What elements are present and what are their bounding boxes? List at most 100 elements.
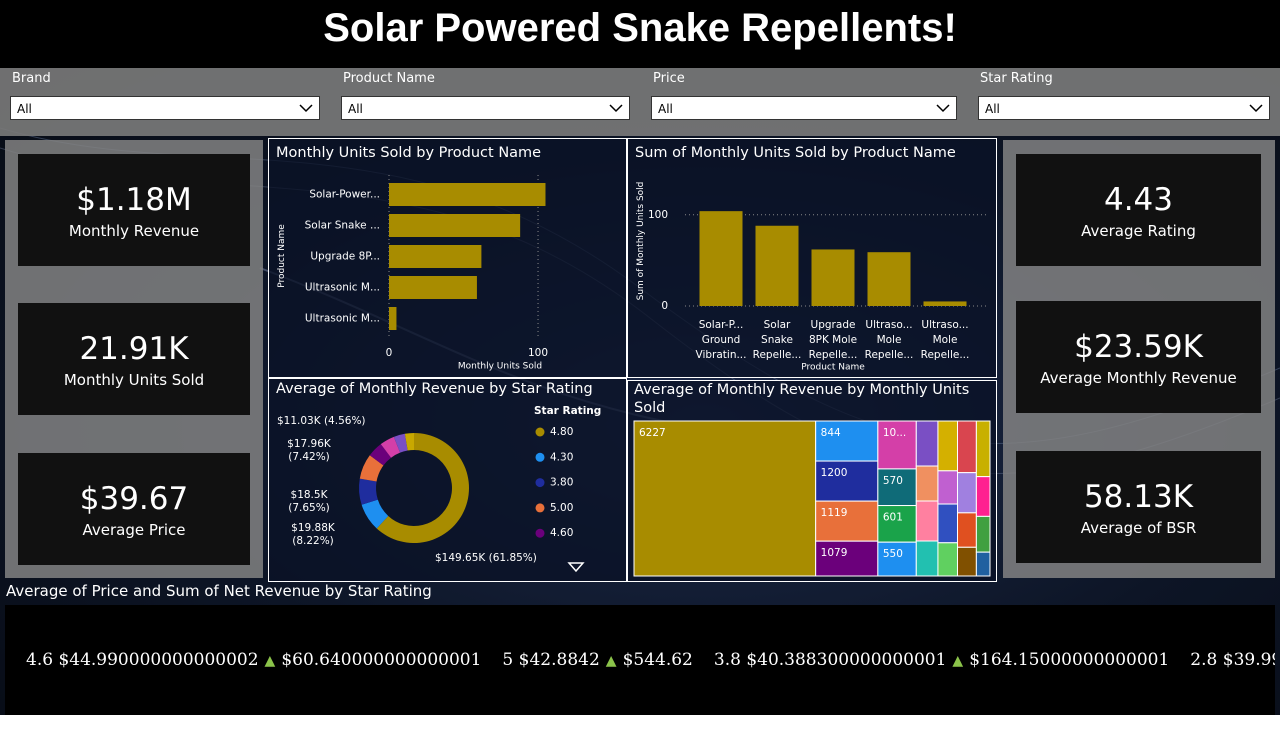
ticker-revenue: $60.640000000000001 <box>281 650 482 670</box>
legend-title: Star Rating <box>534 405 601 417</box>
y-axis-label: Sum of Monthly Units Sold <box>636 182 646 301</box>
kpi-value: 4.43 <box>1103 182 1174 218</box>
kpi-label: Average Rating <box>1081 222 1196 240</box>
treemap-tile <box>915 500 939 542</box>
kpi-value: $1.18M <box>76 182 192 218</box>
kpi-value: $39.67 <box>79 481 189 517</box>
filter-label: Star Rating <box>980 71 1053 86</box>
x-tick-label: Solar <box>764 319 791 331</box>
kpi-card: 21.91K Monthly Units Sold <box>18 303 250 415</box>
filter-value: All <box>985 102 1000 116</box>
x-tick-label: Snake <box>761 334 793 346</box>
y-tick-label: Solar Snake ... <box>305 220 380 232</box>
treemap-tile <box>975 476 991 517</box>
bar <box>389 214 521 237</box>
chevron-icon <box>609 104 623 113</box>
data-label: $17.96K (7.42%) <box>287 438 331 463</box>
treemap: 6227 844 1200 1119 1079 10... 570 601 550 <box>633 420 991 577</box>
kpi-card: $23.59K Average Monthly Revenue <box>1016 301 1261 413</box>
donut-chart: Average of Monthly Revenue by Star Ratin… <box>276 381 601 573</box>
kpi-label: Monthly Units Sold <box>63 371 205 389</box>
ticker-revenue: $164.15000000000001 <box>969 650 1170 670</box>
ticker-title: Average of Price and Sum of Net Revenue … <box>6 582 432 600</box>
kpi-value: 58.13K <box>1083 479 1194 515</box>
data-label: $18.5K (7.65%) <box>288 489 330 514</box>
treemap-tile <box>877 505 917 543</box>
bar <box>923 301 967 306</box>
treemap-tile <box>937 420 959 472</box>
x-tick-label: Vibratin... <box>696 349 747 361</box>
y-tick-label: 0 <box>661 300 668 312</box>
treemap-tile <box>975 551 991 577</box>
ticker-price: $42.8842 <box>518 650 600 670</box>
kpi-value: $23.59K <box>1074 329 1203 365</box>
donut-slice <box>359 455 384 482</box>
chart-title: Sum of Monthly Units Sold by Product Nam… <box>635 145 956 161</box>
legend-label: 4.60 <box>550 527 573 539</box>
x-tick-label: 0 <box>386 347 393 359</box>
data-label: $149.65K (61.85%) <box>435 552 537 564</box>
tile-label: 1119 <box>821 507 848 519</box>
filter-dropdown[interactable]: All <box>341 96 630 120</box>
y-tick-label: Solar-Power... <box>309 189 380 201</box>
up-arrow-icon: ▲ <box>264 653 276 669</box>
donut-slice <box>393 433 408 453</box>
legend-label: 4.30 <box>550 451 573 463</box>
filter-value: All <box>17 102 32 116</box>
bar <box>867 252 911 306</box>
filter-dropdown[interactable]: All <box>10 96 320 120</box>
chevron <box>299 104 313 113</box>
donut-slice <box>376 433 469 543</box>
ticker-rating: 3.8 <box>713 650 741 670</box>
kpi-card: 4.43 Average Rating <box>1016 154 1261 266</box>
filter-dropdown[interactable]: All <box>651 96 957 120</box>
donut-slice <box>404 433 414 451</box>
bar <box>389 183 546 206</box>
x-tick-label: Repelle... <box>809 349 858 361</box>
bar-chart: Monthly Units Sold by Product Name Produc… <box>276 145 548 372</box>
treemap-tile <box>633 420 817 577</box>
legend-marker <box>535 528 545 538</box>
tile-label: 6227 <box>639 427 666 439</box>
tile-label: 550 <box>883 548 903 560</box>
filter-dropdown[interactable]: All <box>978 96 1270 120</box>
data-label: $19.88K (8.22%) <box>291 522 335 547</box>
legend-marker <box>535 478 545 488</box>
treemap-tile <box>957 420 977 474</box>
treemap-tile <box>915 420 939 467</box>
scroll-down-icon[interactable] <box>567 562 585 573</box>
treemap-tile <box>915 465 939 502</box>
bar <box>389 276 477 299</box>
x-axis-label: Product Name <box>801 363 865 373</box>
ticker-item: 2.8 $39.990000 <box>1190 650 1275 670</box>
legend-marker <box>535 427 545 437</box>
up-arrow-icon: ▲ <box>952 653 964 669</box>
x-tick-label: Mole <box>877 334 902 346</box>
title-bar <box>0 0 1280 68</box>
chevron <box>936 104 950 113</box>
column-chart: Sum of Monthly Units Sold by Product Nam… <box>635 145 988 373</box>
tile-label: 570 <box>883 475 903 487</box>
x-tick-label: Ultraso... <box>921 319 968 331</box>
legend-label: 4.80 <box>550 426 573 438</box>
ticker-revenue: $544.62 <box>622 650 693 670</box>
treemap-title: Average of Monthly Revenue by Monthly Un… <box>634 382 970 416</box>
kpi-card: $39.67 Average Price <box>18 453 250 565</box>
column-panel: Sum of Monthly Units Sold by Product Nam… <box>627 138 997 378</box>
ticker-item: 5 $42.8842 ▲ $544.62 <box>502 650 692 670</box>
kpi-label: Monthly Revenue <box>68 222 200 240</box>
y-tick-label: Ultrasonic M... <box>305 313 380 325</box>
treemap-tile <box>957 512 977 548</box>
y-axis-label: Product Name <box>277 224 287 288</box>
ticker-rating: 2.8 <box>1190 650 1218 670</box>
x-tick-label: Repelle... <box>865 349 914 361</box>
y-tick-label: 100 <box>648 209 668 221</box>
chart-title: Monthly Units Sold by Product Name <box>276 145 541 161</box>
bar <box>699 211 743 306</box>
filter-value: All <box>658 102 673 116</box>
chevron <box>1249 104 1263 113</box>
legend-marker <box>535 452 545 462</box>
tile-label: 1200 <box>821 467 848 479</box>
tile-label: 601 <box>883 512 903 524</box>
treemap-tile <box>957 546 977 577</box>
